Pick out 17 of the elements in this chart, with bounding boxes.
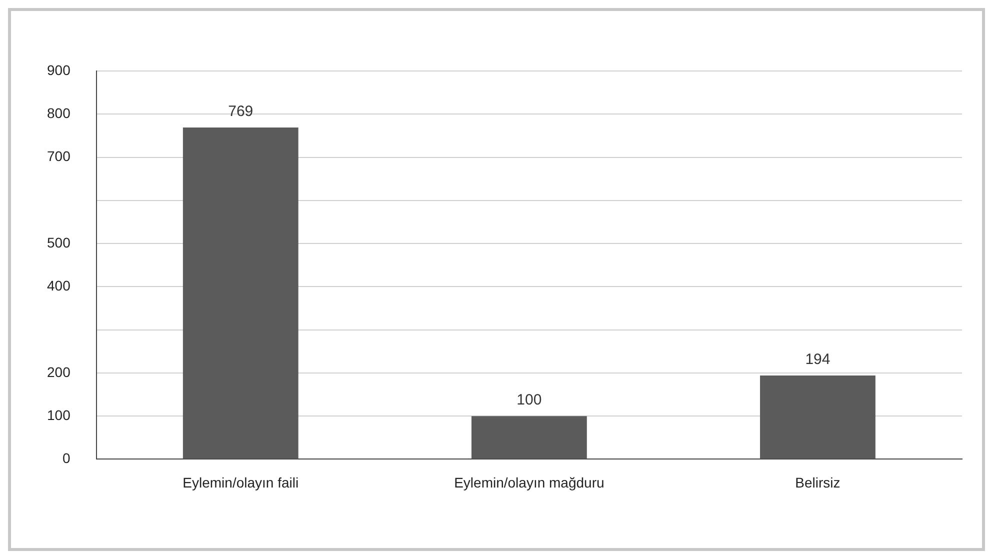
y-tick-label: 700 [47,148,71,164]
y-tick-label: 200 [47,364,71,380]
bar [760,376,876,459]
x-tick-label: Belirsiz [795,474,840,490]
y-tick-label: 900 [47,62,71,78]
x-tick-label: Eylemin/olayın mağduru [454,474,604,490]
data-label: 769 [228,103,254,120]
y-tick-label: 100 [47,406,71,423]
x-tick-label: Eylemin/olayın faili [182,474,299,490]
bar [471,416,587,459]
data-label: 194 [805,351,830,368]
data-label: 100 [516,392,542,409]
y-tick-label: 0 [62,450,71,466]
y-tick-label: 400 [47,278,71,294]
bar [182,128,298,459]
y-tick-label: 800 [47,104,71,121]
y-tick-label: 500 [47,234,71,250]
